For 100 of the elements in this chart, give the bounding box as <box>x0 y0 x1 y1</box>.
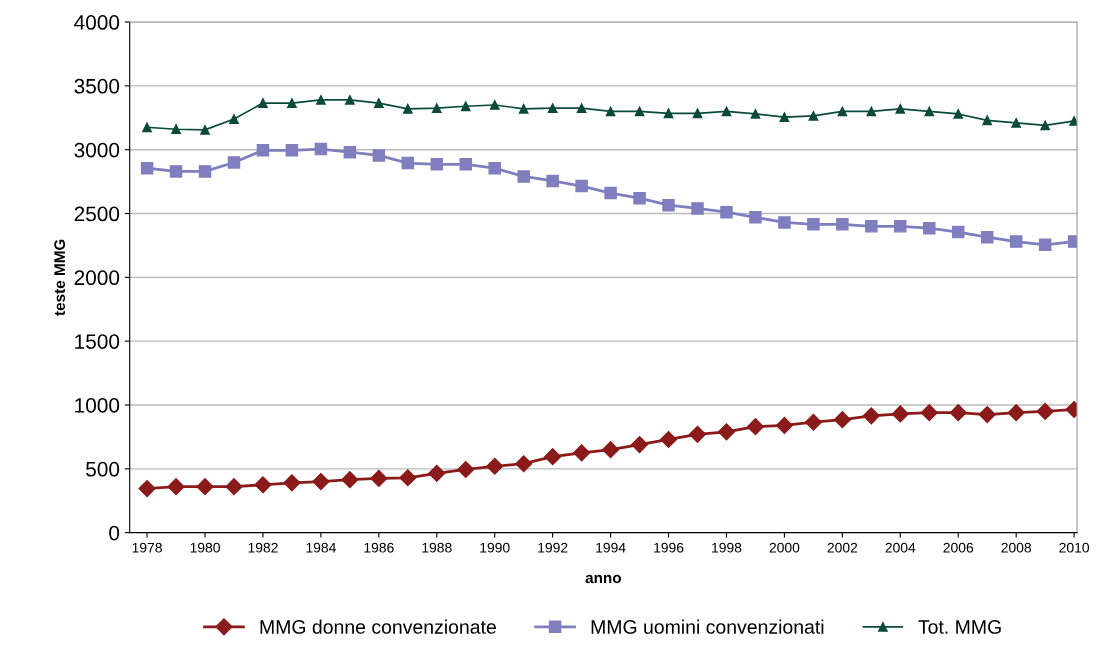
point <box>430 158 444 171</box>
point <box>343 145 357 159</box>
point <box>662 198 675 212</box>
point <box>895 103 906 114</box>
point <box>663 108 674 119</box>
point <box>775 416 793 434</box>
x-tick-label: 1992 <box>538 542 568 553</box>
point <box>401 156 415 170</box>
point <box>518 103 529 114</box>
point <box>546 174 559 188</box>
point <box>314 142 328 156</box>
point <box>287 98 297 108</box>
point <box>547 103 558 114</box>
legend-label: Tot. MMG <box>918 620 1001 634</box>
x-tick-label: 1994 <box>596 542 626 553</box>
point <box>804 413 822 431</box>
x-tick-label: 2006 <box>943 542 974 553</box>
point <box>142 122 152 133</box>
x-tick-label: 2004 <box>885 542 916 553</box>
point <box>749 211 762 224</box>
point <box>138 480 156 498</box>
x-tick-label: 1990 <box>480 542 510 553</box>
point <box>344 95 355 105</box>
point <box>894 220 907 233</box>
y-axis-title: teste MMG <box>54 239 66 316</box>
point <box>862 407 880 425</box>
y-tick-label: 4000 <box>74 15 120 30</box>
point <box>980 230 994 244</box>
point <box>659 430 678 449</box>
point <box>457 460 475 479</box>
point <box>949 404 967 422</box>
point <box>1069 116 1078 126</box>
x-tick-label: 2002 <box>827 542 858 553</box>
point <box>605 106 616 117</box>
point <box>517 170 530 183</box>
point <box>891 405 909 423</box>
point <box>866 106 877 117</box>
y-tick-label: 2000 <box>74 270 120 286</box>
point <box>254 476 272 494</box>
point <box>836 218 849 231</box>
point <box>544 448 562 466</box>
point <box>602 441 620 459</box>
point <box>167 478 185 496</box>
point <box>691 202 704 215</box>
point <box>140 161 154 175</box>
point <box>1038 238 1052 252</box>
point <box>865 220 878 233</box>
point <box>837 106 848 117</box>
point <box>399 469 417 487</box>
point <box>634 106 645 117</box>
point <box>229 114 239 124</box>
point <box>604 186 617 200</box>
point <box>225 478 243 496</box>
point <box>486 457 504 475</box>
y-tick-label: 2500 <box>74 206 120 222</box>
point <box>169 165 183 178</box>
y-tick-label: 500 <box>86 461 120 477</box>
y-tick-label: 0 <box>109 525 120 541</box>
point <box>1009 235 1023 248</box>
legend-label: MMG donne convenzionate <box>260 619 496 634</box>
point <box>720 205 733 219</box>
x-tick-label: 1998 <box>712 542 742 553</box>
point <box>283 474 301 492</box>
point <box>807 218 820 231</box>
x-tick-label: 1980 <box>190 542 220 553</box>
point <box>341 471 359 489</box>
point <box>920 404 938 422</box>
point <box>576 103 587 114</box>
point <box>951 225 965 239</box>
point <box>200 125 210 135</box>
point <box>258 98 268 108</box>
legend-label: MMG uomini convenzionati <box>591 619 824 634</box>
x-tick-label: 2008 <box>1001 542 1032 553</box>
point <box>717 423 736 441</box>
point <box>1036 402 1054 420</box>
point <box>833 411 851 429</box>
point <box>1007 404 1025 422</box>
point <box>633 191 646 205</box>
y-tick-label: 1000 <box>75 398 120 413</box>
point <box>402 103 413 114</box>
x-tick-label: 1978 <box>132 542 162 553</box>
point <box>370 469 388 487</box>
x-tick-label: 1986 <box>364 542 394 553</box>
point <box>575 179 588 193</box>
point <box>312 473 330 491</box>
point <box>953 109 964 119</box>
point <box>631 436 649 454</box>
y-tick-label: 1500 <box>75 334 120 349</box>
x-axis-title: anno <box>585 574 621 584</box>
point <box>196 478 214 496</box>
point <box>227 156 241 169</box>
point <box>198 165 212 178</box>
point <box>779 112 790 122</box>
point <box>460 101 471 112</box>
point <box>692 108 703 119</box>
point <box>721 106 732 117</box>
point <box>316 95 326 105</box>
point <box>428 464 446 482</box>
point <box>1011 118 1022 128</box>
point <box>1067 235 1078 248</box>
